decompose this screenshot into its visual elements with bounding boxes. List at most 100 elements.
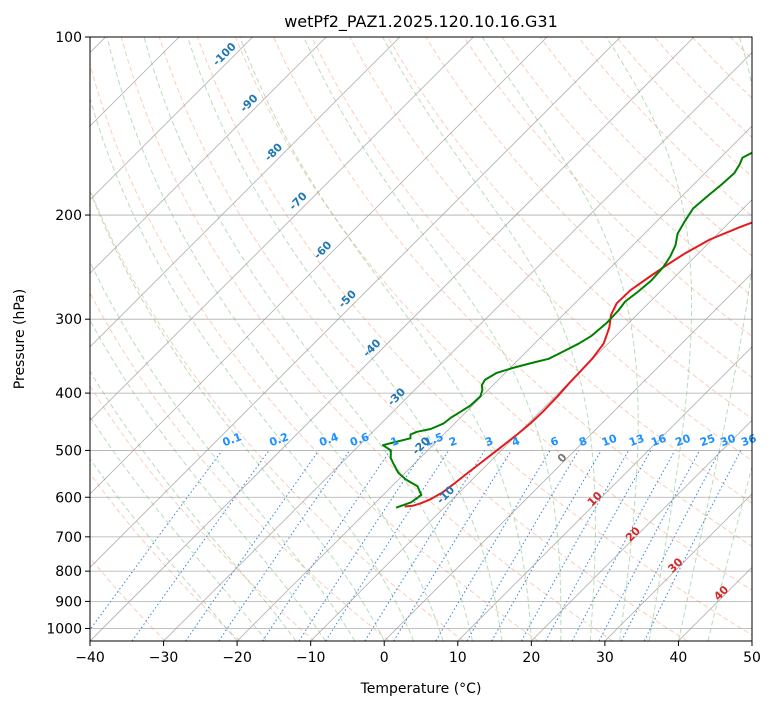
isotherm xyxy=(90,37,621,569)
moist-adiabat xyxy=(605,37,693,641)
dry-adiabat xyxy=(425,37,752,378)
isotherm xyxy=(678,566,752,641)
dry-adiabat xyxy=(90,472,241,641)
dry-adiabat xyxy=(311,37,752,504)
dry-adiabat xyxy=(273,37,752,547)
isotherm xyxy=(90,37,401,348)
mixing-ratio-label: 0.1 xyxy=(221,430,244,449)
mixing-ratio-label: 25 xyxy=(698,432,717,449)
dry-adiabat-label: -50 xyxy=(336,287,359,310)
dewpoint-line xyxy=(381,151,752,509)
mixing-ratio-label: 3 xyxy=(483,434,495,449)
dry-adiabat xyxy=(90,556,166,641)
moist-adiabat-label: 30 xyxy=(665,555,685,575)
mixing-ratio-label: 16 xyxy=(649,432,668,450)
mixing-ratio-line xyxy=(90,450,223,631)
mixing-ratio-line xyxy=(643,450,742,641)
mixing-ratio-line xyxy=(521,450,630,641)
y-tick-label: 100 xyxy=(55,30,82,46)
grid-lines xyxy=(90,37,752,641)
isotherm xyxy=(90,37,253,201)
background-lines xyxy=(90,37,775,641)
moist-adiabat-label: 40 xyxy=(711,583,731,603)
mixing-ratio-line xyxy=(545,450,652,641)
overlay-labels: 0.1 0.2 0.4 0.6 1 1.5 2 3 4 6 8 10 13 16 20 25 30 36-100-… xyxy=(210,40,758,603)
isotherm xyxy=(90,37,474,421)
mixing-ratio-line xyxy=(298,450,425,641)
mixing-ratio-label: 10 xyxy=(600,432,619,450)
isotherm xyxy=(90,37,695,641)
y-axis: 1000 900 800 700 600 500 400 300 200 100 xyxy=(46,30,90,637)
y-tick-label: 500 xyxy=(55,443,82,459)
y-axis-label: Pressure (hPa) xyxy=(12,289,28,389)
x-tick-label: −30 xyxy=(149,650,179,666)
x-tick-label: 50 xyxy=(743,650,761,666)
mixing-ratio-line xyxy=(325,450,450,641)
x-tick-label: 30 xyxy=(596,650,614,666)
dry-adiabat xyxy=(158,37,688,641)
mixing-ratio-label: 0.6 xyxy=(348,430,371,449)
x-tick-label: −20 xyxy=(222,650,252,666)
moist-adiabat xyxy=(382,37,596,641)
moist-adiabat xyxy=(239,37,532,641)
x-tick-label: −40 xyxy=(75,650,105,666)
y-tick-label: 600 xyxy=(55,490,82,506)
isotherm xyxy=(236,125,752,641)
dry-adiabat xyxy=(691,37,752,99)
moist-adiabat xyxy=(707,464,752,641)
mixing-ratio-line xyxy=(218,450,351,641)
dry-adiabat xyxy=(90,384,315,641)
dry-adiabat xyxy=(90,188,464,641)
x-axis: −40 −30 −20 −10 0 10 20 30 40 50 xyxy=(75,641,761,666)
dry-adiabat xyxy=(349,37,752,462)
moist-adiabat xyxy=(90,189,385,641)
x-tick-label: 0 xyxy=(380,650,389,666)
mixing-ratio-label: 1 xyxy=(389,434,401,449)
isotherm xyxy=(90,37,327,274)
isotherm xyxy=(383,272,752,641)
isotherm xyxy=(531,419,752,641)
isotherm xyxy=(604,493,752,641)
dry-adiabat xyxy=(235,37,752,591)
x-axis-label: Temperature (°C) xyxy=(360,681,482,697)
moist-adiabat xyxy=(90,457,238,641)
y-tick-label: 400 xyxy=(55,386,82,402)
isotherm xyxy=(163,51,752,641)
dry-adiabat xyxy=(501,37,752,297)
x-tick-label: 20 xyxy=(522,650,540,666)
isotherm xyxy=(751,640,752,641)
moist-adiabat xyxy=(90,319,326,641)
dry-adiabat xyxy=(90,62,539,641)
y-tick-label: 800 xyxy=(55,564,82,580)
x-tick-label: 40 xyxy=(670,650,688,666)
moist-adiabat xyxy=(303,37,562,641)
mixing-ratio-line xyxy=(262,450,391,641)
dry-adiabat xyxy=(730,37,752,60)
y-tick-label: 200 xyxy=(55,208,82,224)
x-tick-label: 10 xyxy=(449,650,467,666)
dry-adiabat-label: -40 xyxy=(360,336,383,359)
mixing-ratio-line xyxy=(466,450,580,641)
mixing-ratio-label: 0.4 xyxy=(317,430,340,449)
dry-adiabat xyxy=(90,291,390,641)
dry-adiabat-label: -100 xyxy=(210,40,239,69)
moist-adiabat xyxy=(143,37,473,641)
chart-title: wetPf2_PAZ1.2025.120.10.16.G31 xyxy=(284,12,558,32)
mixing-ratio-label: 36 xyxy=(739,432,758,450)
series-layer xyxy=(381,151,752,509)
moist-adiabat xyxy=(90,415,267,641)
dry-adiabat xyxy=(769,37,775,641)
moist-adiabat xyxy=(677,37,752,641)
dry-adiabat-label: -60 xyxy=(311,238,334,261)
dry-adiabat xyxy=(196,37,752,636)
y-tick-label: 300 xyxy=(55,312,82,328)
plot-frame xyxy=(89,36,753,642)
mixing-ratio-label: 1.5 xyxy=(422,430,445,449)
y-tick-label: 700 xyxy=(55,530,82,546)
isotherm xyxy=(90,37,548,495)
moist-adiabat-label: 20 xyxy=(623,524,643,544)
moist-adiabat xyxy=(481,37,639,641)
mixing-ratio-label: 4 xyxy=(510,434,522,449)
dry-adiabat-label: -10 xyxy=(434,483,457,506)
dry-adiabat xyxy=(120,37,613,641)
